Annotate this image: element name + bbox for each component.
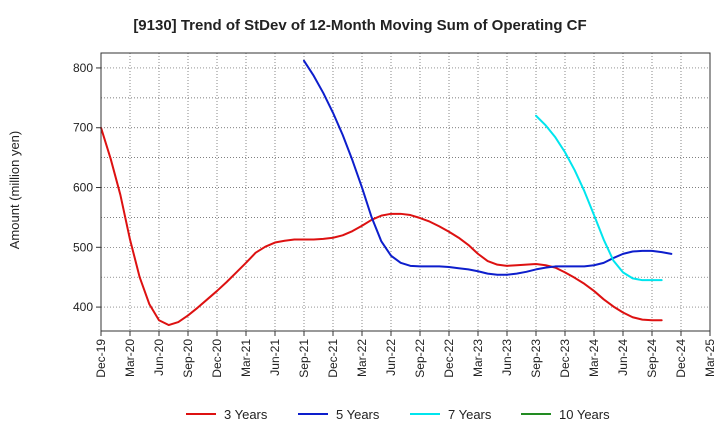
plot-frame [100, 52, 711, 332]
x-tick-label: Sep-21 [297, 339, 311, 378]
chart-title: [9130] Trend of StDev of 12-Month Moving… [133, 17, 586, 34]
x-tick-label: Sep-24 [645, 339, 659, 378]
plot-background [101, 53, 710, 331]
legend: 3 Years 5 Years 7 Years 10 Years [186, 407, 610, 422]
legend-item: 7 Years [410, 407, 492, 422]
x-tick-label: Dec-23 [558, 339, 572, 378]
x-axis-ticks: Dec-19 Mar-20 Jun-20 Sep-20 Dec-20 Mar-21 Jun-… [94, 331, 717, 378]
x-tick-label: Jun-22 [384, 339, 398, 376]
y-tick-label: 500 [73, 240, 93, 254]
grid-lines [101, 53, 710, 331]
x-tick-label: Mar-25 [703, 339, 717, 377]
y-axis-ticks: 400 500 600 700 800 [73, 61, 101, 314]
x-tick-label: Dec-24 [674, 339, 688, 378]
legend-label: 10 Years [559, 407, 610, 422]
x-tick-label: Jun-23 [500, 339, 514, 376]
x-tick-label: Dec-19 [94, 339, 108, 378]
x-tick-label: Mar-22 [355, 339, 369, 377]
x-tick-label: Mar-21 [239, 339, 253, 377]
y-axis-label: Amount (million yen) [7, 131, 22, 250]
plot-border [100, 52, 711, 332]
legend-item: 3 Years [186, 407, 268, 422]
y-tick-label: 700 [73, 121, 93, 135]
x-tick-label: Sep-20 [181, 339, 195, 378]
y-tick-label: 400 [73, 300, 93, 314]
legend-label: 7 Years [448, 407, 492, 422]
x-tick-label: Sep-23 [529, 339, 543, 378]
series-line-2 [303, 59, 673, 276]
x-tick-label: Sep-22 [413, 339, 427, 378]
x-tick-label: Jun-24 [616, 339, 630, 376]
plot-area [101, 53, 710, 331]
y-tick-label: 600 [73, 181, 93, 195]
x-tick-label: Dec-21 [326, 339, 340, 378]
series-line-1 [100, 126, 663, 327]
x-tick-label: Mar-20 [123, 339, 137, 377]
x-tick-label: Dec-22 [442, 339, 456, 378]
legend-label: 5 Years [336, 407, 380, 422]
x-tick-label: Mar-23 [471, 339, 485, 377]
legend-item: 10 Years [521, 407, 610, 422]
x-tick-label: Mar-24 [587, 339, 601, 377]
x-tick-label: Dec-20 [210, 339, 224, 378]
y-tick-label: 800 [73, 61, 93, 75]
legend-label: 3 Years [224, 407, 268, 422]
legend-item: 5 Years [298, 407, 380, 422]
x-tick-label: Jun-21 [268, 339, 282, 376]
series-line-3 [535, 114, 663, 282]
x-tick-label: Jun-20 [152, 339, 166, 376]
series-layer [100, 59, 673, 327]
